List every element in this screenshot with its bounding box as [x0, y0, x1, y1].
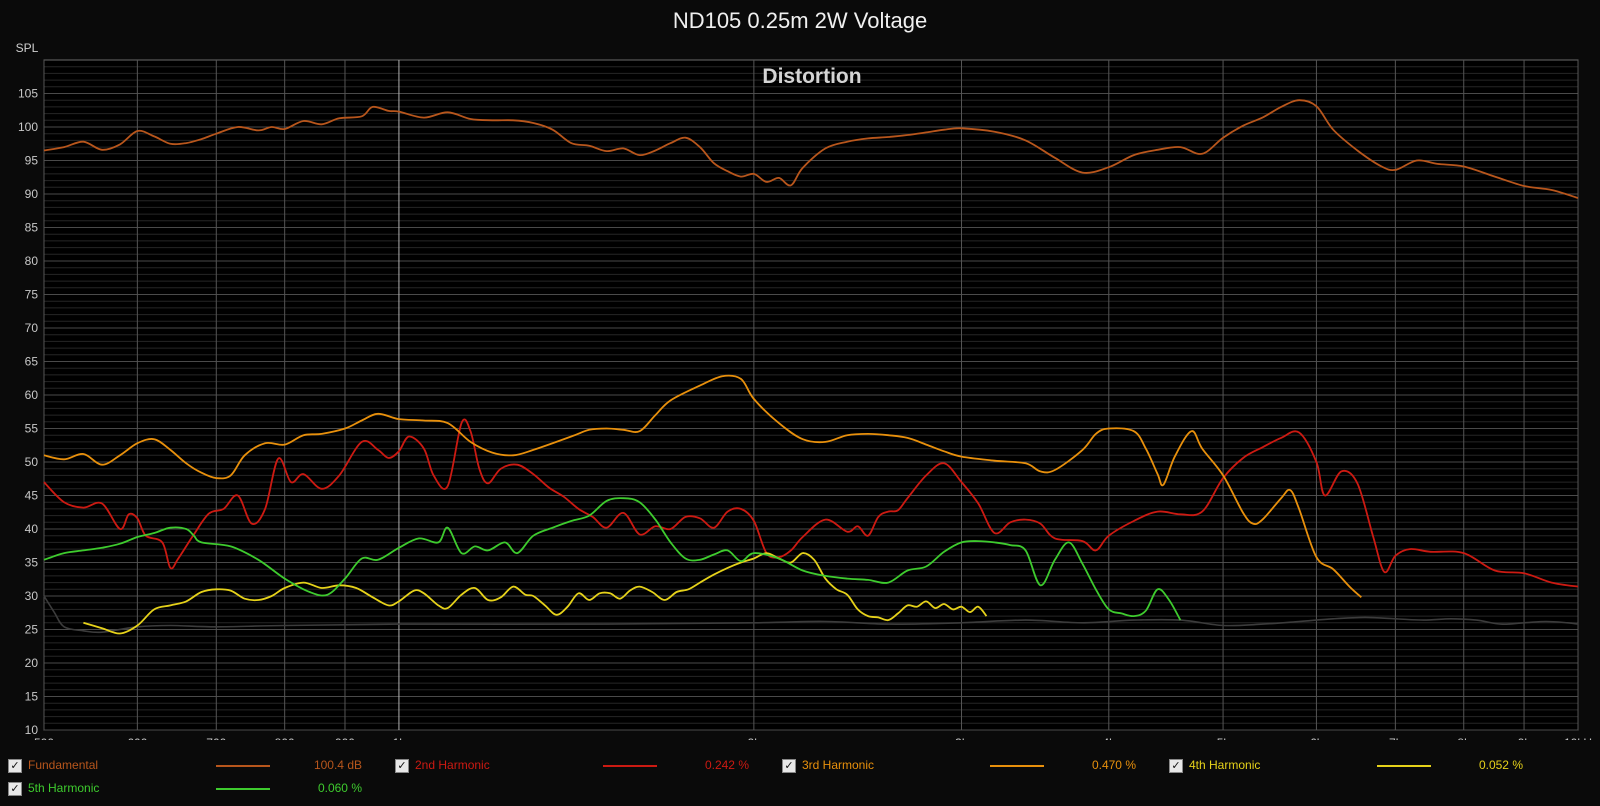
y-tick-label: 105	[18, 87, 38, 101]
y-tick-label: 55	[25, 422, 39, 436]
legend-value: 0.470 %	[1091, 758, 1136, 772]
x-tick-label: 4k	[1102, 736, 1116, 740]
series-line-2nd-harmonic	[43, 418, 1579, 588]
x-tick-label: 800	[275, 736, 295, 740]
y-tick-label: 30	[25, 589, 39, 603]
x-tick-label: 3k	[955, 736, 969, 740]
x-tick-label: 9k	[1518, 736, 1532, 740]
x-tick-label: 900	[335, 736, 355, 740]
x-tick-label: 600	[127, 736, 147, 740]
x-tick-labels: 500 600 700 800 900 1k 2k 3k 4k 5k 6k 7k 8k 9k 10kHz	[34, 736, 1598, 750]
y-tick-label: 60	[25, 388, 39, 402]
y-tick-label: 40	[25, 522, 39, 536]
3rd-harmonic-checkbox[interactable]: ✓	[782, 759, 796, 773]
legend-label: 5th Harmonic	[28, 781, 100, 795]
chart-svg: 10 15 20 25 30 35 40 45 50 55 60 65 70 75 80 85 90 95 100 1…	[16, 41, 1598, 750]
4th-harmonic-checkbox[interactable]: ✓	[1169, 759, 1183, 773]
y-tick-label: 95	[25, 154, 39, 168]
legend-swatch	[216, 788, 270, 790]
x-tick-label: 5k	[1217, 736, 1231, 740]
series-lines	[43, 99, 1579, 635]
series-line-5th-harmonic	[43, 497, 1182, 621]
panel-label: Distortion	[762, 65, 861, 88]
y-tick-label: 85	[25, 221, 39, 235]
y-tick-label: 90	[25, 187, 39, 201]
y-tick-label: 65	[25, 355, 39, 369]
y-tick-label: 45	[25, 489, 39, 503]
legend: ✓ Fundamental 100.4 dB ✓ 2nd Harmonic 0.…	[0, 756, 1600, 806]
y-tick-label: 20	[25, 656, 39, 670]
minor-grid	[44, 66, 1578, 724]
legend-swatch	[603, 765, 657, 767]
legend-label: 3rd Harmonic	[802, 758, 875, 772]
y-tick-label: 80	[25, 254, 39, 268]
series-line-3rd-harmonic	[43, 374, 1362, 598]
legend-swatch	[1377, 765, 1431, 767]
legend-label: 2nd Harmonic	[415, 758, 490, 772]
legend-value: 0.242 %	[704, 758, 749, 772]
x-tick-label: 1k	[393, 736, 407, 740]
y-tick-label: 75	[25, 288, 39, 302]
y-tick-label: 100	[18, 120, 38, 134]
x-tick-label: 700	[206, 736, 226, 740]
y-tick-label: 15	[25, 690, 39, 704]
y-tick-labels: 10 15 20 25 30 35 40 45 50 55 60 65 70 75 80 85 90 95 100 1…	[18, 87, 38, 738]
x-tick-label: 2k	[748, 736, 762, 740]
y-axis-label: SPL	[16, 41, 39, 55]
y-tick-label: 50	[25, 455, 39, 469]
chart: 10 15 20 25 30 35 40 45 50 55 60 65 70 75 80 85 90 95 100 1…	[16, 41, 1598, 750]
series-line-4th-harmonic	[83, 552, 988, 635]
x-tick-label: 500	[34, 736, 54, 740]
y-tick-label: 10	[25, 723, 39, 737]
x-tick-label: 6k	[1310, 736, 1324, 740]
y-tick-label: 35	[25, 556, 39, 570]
y-tick-label: 25	[25, 623, 39, 637]
legend-value: 100.4 dB	[313, 758, 362, 772]
5th-harmonic-checkbox[interactable]: ✓	[8, 782, 22, 796]
chart-title: ND105 0.25m 2W Voltage	[672, 8, 928, 33]
legend-label: 4th Harmonic	[1189, 758, 1261, 772]
series-line-noise-floor	[43, 595, 1579, 634]
legend-label: Fundamental	[28, 758, 99, 772]
legend-swatch	[216, 765, 270, 767]
legend-value: 0.052 %	[1478, 758, 1523, 772]
x-tick-label: 8k	[1457, 736, 1471, 740]
legend-value: 0.060 %	[317, 781, 362, 795]
legend-swatch	[990, 765, 1044, 767]
series-line-fundamental	[43, 99, 1579, 199]
fundamental-checkbox[interactable]: ✓	[8, 759, 22, 773]
y-tick-label: 70	[25, 321, 39, 335]
x-tick-label: 10kHz	[1564, 736, 1598, 740]
x-tick-label: 7k	[1389, 736, 1403, 740]
2nd-harmonic-checkbox[interactable]: ✓	[395, 759, 409, 773]
